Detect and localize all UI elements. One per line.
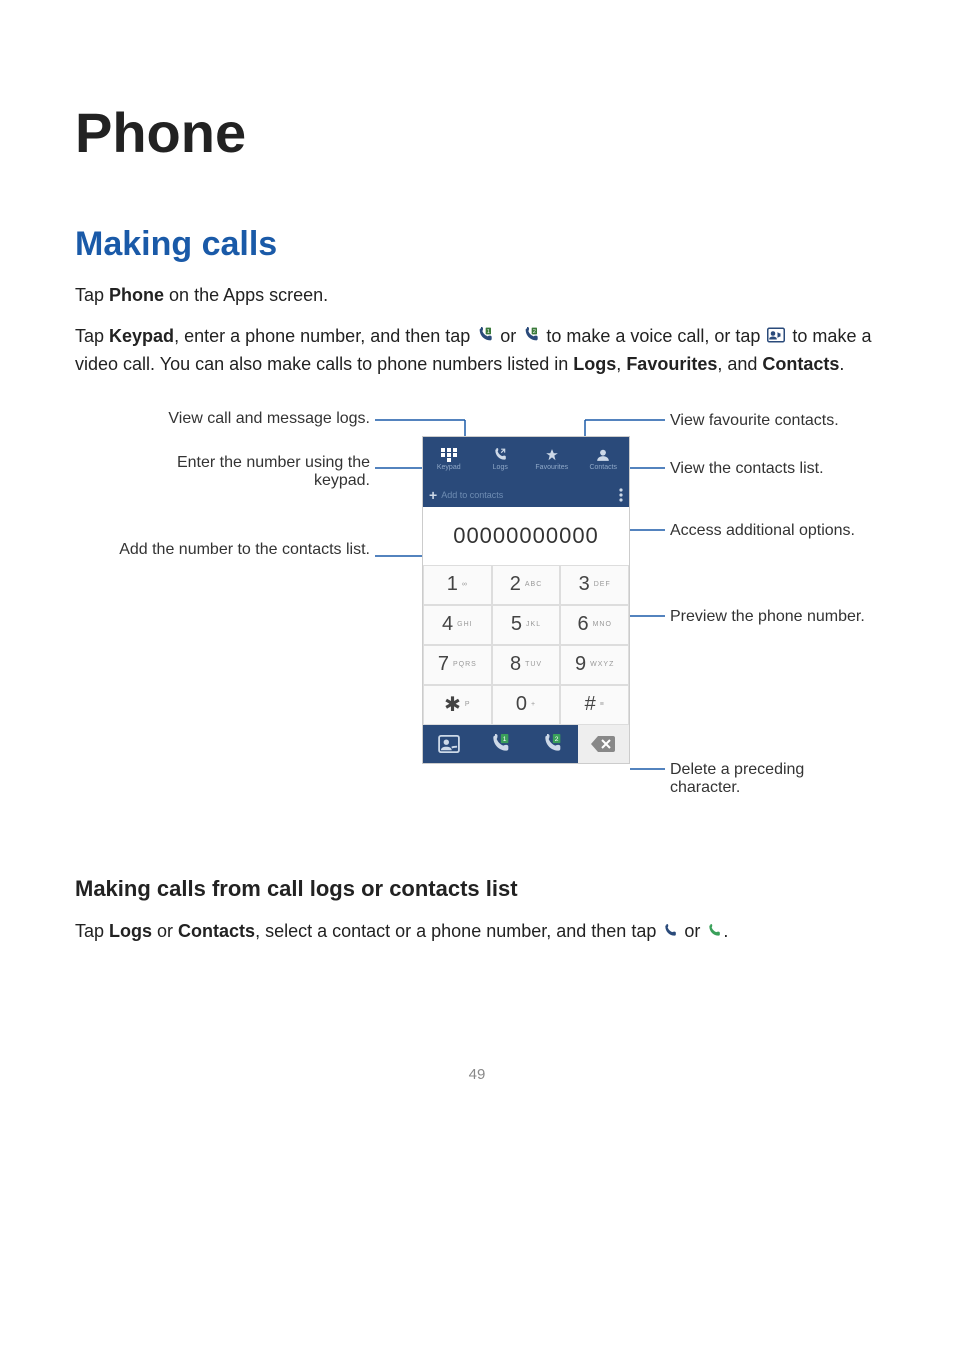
ann-options: Access additional options. (670, 522, 855, 540)
keypad-word: Keypad (109, 326, 174, 346)
paragraph-1: Tap Phone on the Apps screen. (75, 282, 879, 309)
key-2[interactable]: 2ABC (492, 565, 561, 605)
svg-text:2: 2 (533, 329, 536, 335)
backspace-icon (591, 736, 615, 752)
action-row: 1 2 (423, 725, 629, 763)
text: , select a contact or a phone number, an… (255, 921, 661, 941)
text: on the Apps screen. (164, 285, 328, 305)
text: Tap (75, 326, 109, 346)
tab-label: Favourites (535, 464, 568, 471)
key-6[interactable]: 6MNO (560, 605, 629, 645)
contacts-word: Contacts (762, 354, 839, 374)
page-number: 49 (75, 1066, 879, 1083)
add-contacts-row: + Add to contacts (423, 483, 629, 507)
call-green-icon (707, 919, 721, 946)
tab-row: Keypad Logs Favourites Contacts (423, 437, 629, 483)
text: or (152, 921, 178, 941)
phone-word: Phone (109, 285, 164, 305)
svg-text:2: 2 (554, 736, 558, 743)
text: Tap (75, 285, 109, 305)
plus-icon: + (429, 487, 437, 503)
ann-favourites: View favourite contacts. (670, 412, 839, 430)
text: . (839, 354, 844, 374)
ann-keypad: Enter the number using the keypad. (135, 454, 370, 490)
ann-contacts-list: View the contacts list. (670, 460, 824, 478)
section-heading: Making calls (75, 225, 879, 264)
video-call-button[interactable] (423, 725, 475, 763)
ann-logs: View call and message logs. (135, 410, 370, 428)
sub-heading: Making calls from call logs or contacts … (75, 876, 879, 902)
dial-keypad: 1∞ 2ABC 3DEF 4GHI 5JKL 6MNO 7PQRS 8TUV 9… (423, 565, 629, 725)
logs-icon (492, 448, 508, 462)
text: Tap (75, 921, 109, 941)
backspace-button[interactable] (578, 725, 630, 763)
favourites-word: Favourites (626, 354, 717, 374)
contacts-word: Contacts (178, 921, 255, 941)
key-4[interactable]: 4GHI (423, 605, 492, 645)
tab-favourites[interactable]: Favourites (526, 437, 578, 483)
phone-diagram: View call and message logs. Enter the nu… (75, 406, 875, 836)
key-1[interactable]: 1∞ (423, 565, 492, 605)
paragraph-3: Tap Logs or Contacts, select a contact o… (75, 918, 879, 946)
key-star[interactable]: ✱P (423, 685, 492, 725)
logs-word: Logs (109, 921, 152, 941)
more-options-icon[interactable] (619, 488, 623, 502)
tab-logs[interactable]: Logs (475, 437, 527, 483)
call-sim1-button[interactable]: 1 (475, 725, 527, 763)
text: or (495, 326, 521, 346)
ann-delete: Delete a preceding character. (670, 761, 875, 797)
call-sim2-icon: 2 (542, 734, 562, 754)
tab-label: Logs (493, 464, 508, 471)
text: , (616, 354, 626, 374)
ann-preview: Preview the phone number. (670, 608, 865, 626)
video-call-icon (767, 324, 785, 351)
logs-word: Logs (573, 354, 616, 374)
text: . (723, 921, 728, 941)
keypad-icon (441, 448, 457, 462)
svg-text:1: 1 (487, 329, 490, 335)
key-7[interactable]: 7PQRS (423, 645, 492, 685)
call-sim2-button[interactable]: 2 (526, 725, 578, 763)
tab-label: Keypad (437, 464, 461, 471)
tab-label: Contacts (589, 464, 617, 471)
tab-contacts[interactable]: Contacts (578, 437, 630, 483)
call-sim2-icon: 2 (523, 324, 539, 351)
text: to make a voice call, or tap (541, 326, 765, 346)
phone-screenshot: Keypad Logs Favourites Contacts + (422, 436, 630, 764)
tab-keypad[interactable]: Keypad (423, 437, 475, 483)
page-title: Phone (75, 100, 879, 165)
ann-add-contacts: Add the number to the contacts list. (105, 541, 370, 559)
paragraph-2: Tap Keypad, enter a phone number, and th… (75, 323, 879, 378)
call-icon (663, 919, 677, 946)
add-contacts-button[interactable]: + Add to contacts (429, 487, 503, 503)
star-icon (544, 448, 560, 462)
text: , enter a phone number, and then tap (174, 326, 475, 346)
key-8[interactable]: 8TUV (492, 645, 561, 685)
key-hash[interactable]: #≡ (560, 685, 629, 725)
key-5[interactable]: 5JKL (492, 605, 561, 645)
svg-text:1: 1 (503, 736, 507, 743)
key-0[interactable]: 0+ (492, 685, 561, 725)
add-contacts-label: Add to contacts (441, 490, 503, 500)
text: , and (717, 354, 762, 374)
call-sim1-icon: 1 (490, 734, 510, 754)
call-sim1-icon: 1 (477, 324, 493, 351)
key-9[interactable]: 9WXYZ (560, 645, 629, 685)
video-call-icon (438, 735, 460, 753)
number-preview: 00000000000 (423, 507, 629, 565)
text: or (679, 921, 705, 941)
person-icon (595, 448, 611, 462)
key-3[interactable]: 3DEF (560, 565, 629, 605)
